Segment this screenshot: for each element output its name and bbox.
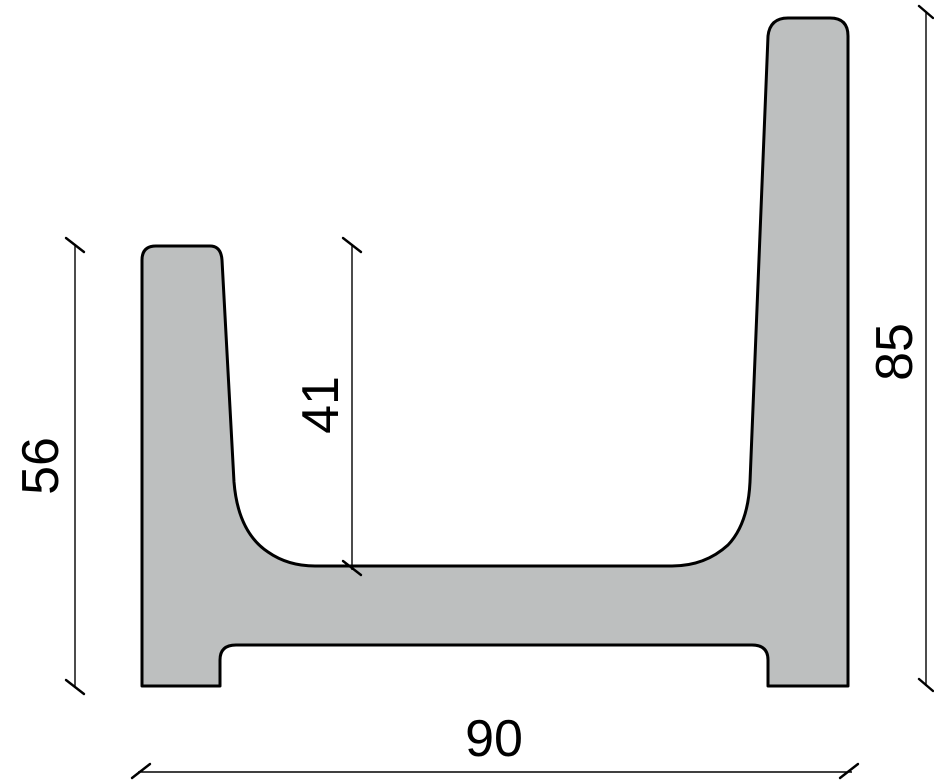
width-label: 90 <box>465 710 523 768</box>
width-dimension: 90 <box>130 710 860 780</box>
left-height-tick-bottom <box>64 678 86 696</box>
width-tick-right <box>838 762 860 780</box>
inner-depth-tick-top <box>341 236 363 254</box>
left-height-tick-top <box>64 236 86 254</box>
inner-depth-dimension: 41 <box>292 236 363 577</box>
channel-cross-section <box>140 16 850 688</box>
left-height-label: 56 <box>12 437 70 495</box>
width-tick-left <box>130 762 152 780</box>
right-height-dimension: 85 <box>866 4 934 693</box>
inner-depth-tick-bottom <box>341 559 363 577</box>
left-height-dimension: 56 <box>12 236 86 696</box>
inner-depth-label: 41 <box>292 376 350 434</box>
right-height-label: 85 <box>866 323 924 381</box>
right-height-tick-bottom <box>917 677 934 693</box>
right-height-tick-top <box>917 4 934 20</box>
